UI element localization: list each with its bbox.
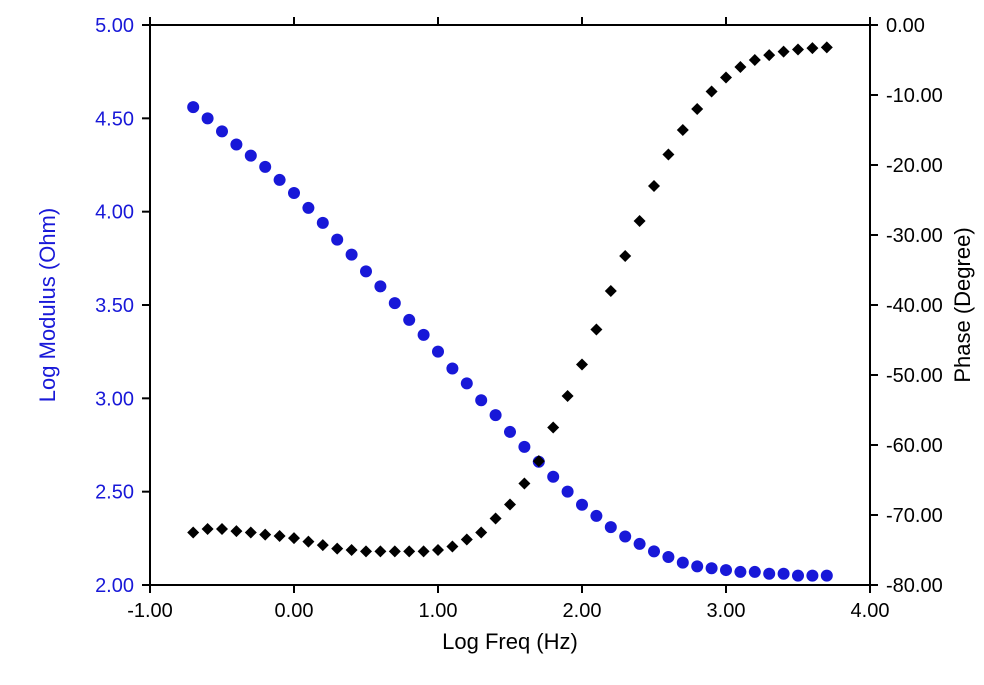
y-right-tick-label: -50.00 [886, 365, 943, 387]
marker-modulus [806, 570, 818, 582]
y-right-tick-label: -80.00 [886, 575, 943, 597]
marker-modulus [720, 564, 732, 576]
marker-modulus [792, 570, 804, 582]
marker-modulus [706, 562, 718, 574]
y-right-tick-label: -70.00 [886, 505, 943, 527]
marker-modulus [389, 297, 401, 309]
marker-modulus [691, 560, 703, 572]
marker-modulus [821, 570, 833, 582]
y-left-tick-label: 2.00 [95, 575, 134, 597]
marker-modulus [403, 314, 415, 326]
marker-modulus [518, 441, 530, 453]
y-right-axis-title: Phase (Degree) [950, 227, 975, 382]
marker-modulus [677, 557, 689, 569]
y-left-tick-label: 4.50 [95, 108, 134, 130]
marker-modulus [331, 234, 343, 246]
marker-modulus [634, 538, 646, 550]
y-left-tick-label: 4.00 [95, 202, 134, 224]
y-left-axis-title: Log Modulus (Ohm) [35, 208, 60, 402]
x-tick-label: 4.00 [851, 600, 890, 622]
bode-chart: -1.00 0.00 1.00 2.00 3.00 4.00 2.00 2.50 3.00 3.5… [0, 0, 984, 685]
y-right-tick-label: -20.00 [886, 155, 943, 177]
marker-modulus [662, 551, 674, 563]
marker-modulus [446, 362, 458, 374]
y-left-tick-label: 2.50 [95, 482, 134, 504]
marker-modulus [605, 521, 617, 533]
x-tick-label: 3.00 [707, 600, 746, 622]
marker-modulus [187, 101, 199, 113]
marker-modulus [547, 471, 559, 483]
marker-modulus [216, 125, 228, 137]
y-right-tick-label: 0.00 [886, 15, 925, 37]
marker-modulus [504, 426, 516, 438]
x-tick-label: -1.00 [127, 600, 173, 622]
marker-modulus [432, 346, 444, 358]
marker-modulus [302, 202, 314, 214]
y-right-tick-label: -40.00 [886, 295, 943, 317]
marker-modulus [288, 187, 300, 199]
marker-modulus [245, 150, 257, 162]
marker-modulus [619, 530, 631, 542]
x-tick-label: 2.00 [563, 600, 602, 622]
marker-modulus [562, 486, 574, 498]
marker-modulus [475, 394, 487, 406]
marker-modulus [763, 568, 775, 580]
y-right-tick-label: -10.00 [886, 85, 943, 107]
marker-modulus [576, 499, 588, 511]
marker-modulus [374, 280, 386, 292]
y-left-tick-label: 5.00 [95, 15, 134, 37]
y-left-tick-label: 3.50 [95, 295, 134, 317]
chart-canvas: -1.00 0.00 1.00 2.00 3.00 4.00 2.00 2.50 3.00 3.5… [0, 0, 984, 685]
y-right-tick-label: -60.00 [886, 435, 943, 457]
marker-modulus [749, 566, 761, 578]
marker-modulus [360, 265, 372, 277]
x-tick-label: 0.00 [275, 600, 314, 622]
y-left-tick-label: 3.00 [95, 388, 134, 410]
x-axis-title: Log Freq (Hz) [442, 629, 578, 654]
marker-modulus [734, 566, 746, 578]
y-right-tick-label: -30.00 [886, 225, 943, 247]
marker-modulus [202, 112, 214, 124]
marker-modulus [418, 329, 430, 341]
x-tick-label: 1.00 [419, 600, 458, 622]
marker-modulus [346, 249, 358, 261]
marker-modulus [778, 568, 790, 580]
marker-modulus [317, 217, 329, 229]
marker-modulus [259, 161, 271, 173]
marker-modulus [590, 510, 602, 522]
marker-modulus [490, 409, 502, 421]
marker-modulus [230, 138, 242, 150]
marker-modulus [648, 545, 660, 557]
marker-modulus [461, 377, 473, 389]
marker-modulus [274, 174, 286, 186]
